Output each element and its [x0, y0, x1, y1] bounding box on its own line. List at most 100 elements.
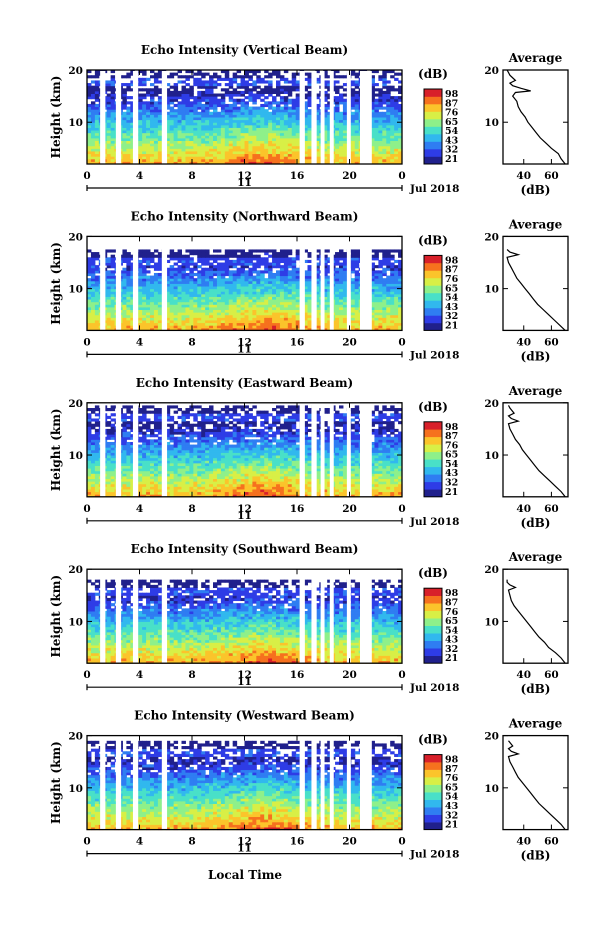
heatmap-cell [157, 145, 163, 149]
heatmap-cell [138, 96, 143, 100]
heatmap-cell [252, 317, 257, 321]
heatmap-cell [315, 119, 320, 123]
heatmap-cell [244, 132, 249, 136]
heatmap-cell [90, 111, 96, 115]
heatmap-cell [260, 77, 265, 81]
heatmap-cell [342, 322, 348, 326]
heatmap-cell [209, 119, 214, 123]
heatmap-cell [165, 153, 171, 157]
heatmap-cell [256, 314, 261, 318]
heatmap-cell [287, 137, 293, 141]
heatmap-cell [153, 77, 159, 81]
heatmap-cell [169, 130, 175, 134]
heatmap-cell [126, 85, 131, 89]
heatmap-cell [224, 161, 230, 165]
heatmap-cell [130, 127, 135, 131]
heatmap-cell [354, 106, 360, 110]
heatmap-cell [90, 109, 96, 113]
heatmap-cell [264, 88, 269, 92]
heatmap-cell [264, 96, 269, 100]
heatmap-cell [327, 145, 332, 149]
heatmap-cell [382, 101, 387, 105]
heatmap-cell [90, 93, 96, 97]
heatmap-cell [264, 257, 269, 261]
heatmap-cell [342, 314, 348, 318]
heatmap-cell [201, 132, 206, 136]
heatmap-cell [291, 85, 297, 89]
heatmap-cell [185, 124, 190, 128]
heatmap-cell [272, 317, 277, 321]
heatmap-cell [295, 143, 301, 147]
heatmap-cell [201, 98, 206, 102]
heatmap-cell [189, 304, 194, 308]
heatmap-cell [287, 80, 293, 84]
heatmap-cell [189, 257, 194, 261]
heatmap-cell [150, 322, 155, 326]
heatmap-cell [354, 119, 360, 123]
heatmap-cell [193, 117, 198, 121]
heatmap-cell [268, 117, 273, 121]
heatmap-cell [291, 77, 297, 81]
heatmap-cell [205, 304, 210, 308]
heatmap-cell [185, 158, 190, 162]
heatmap-cell [157, 72, 163, 76]
x-tick-label: 4 [136, 336, 143, 348]
heatmap-cell [213, 72, 218, 76]
heatmap-cell [350, 130, 356, 134]
heatmap-cell [142, 319, 147, 324]
heatmap-cell [390, 132, 395, 136]
heatmap-cell [122, 304, 127, 308]
heatmap-cell [339, 153, 344, 157]
heatmap-cell [126, 293, 131, 297]
heatmap-cell [279, 145, 285, 149]
heatmap-cell [193, 322, 198, 326]
data-gap [360, 237, 372, 331]
heatmap-cell [307, 148, 312, 152]
heatmap-cell [213, 325, 218, 329]
heatmap-cell [157, 301, 163, 305]
heatmap-cell [335, 114, 340, 118]
heatmap-cell [291, 309, 297, 313]
heatmap-cell [354, 90, 360, 94]
heatmap-cell [201, 249, 206, 253]
heatmap-cell [342, 106, 348, 110]
heatmap-cell [378, 143, 383, 147]
heatmap-cell [295, 106, 301, 110]
x-tick-label: 20 [342, 170, 357, 182]
heatmap-cell [213, 254, 218, 258]
heatmap-cell [283, 148, 289, 152]
heatmap-cell [205, 312, 210, 316]
heatmap-cell [291, 150, 297, 155]
heatmap-cell [342, 325, 348, 329]
heatmap-cell [244, 301, 249, 305]
heatmap-cell [252, 158, 257, 162]
heatmap-cell [295, 93, 301, 97]
heatmap-cell [110, 301, 116, 305]
heatmap-cell [323, 140, 328, 144]
heatmap-cell [256, 312, 261, 316]
heatmap-cell [240, 80, 245, 84]
heatmap-cell [201, 75, 206, 79]
heatmap-cell [268, 306, 273, 311]
heatmap-cell [382, 106, 387, 110]
heatmap-cell [264, 122, 269, 126]
heatmap-cell [339, 111, 344, 115]
heatmap-cell [165, 312, 171, 316]
heatmap-cell [189, 90, 194, 94]
heatmap-cell [224, 124, 230, 128]
heatmap-cell [276, 127, 281, 131]
heatmap-cell [240, 325, 245, 329]
heatmap-cell [177, 140, 182, 144]
heatmap-cell [350, 322, 356, 326]
heatmap-cell [272, 301, 277, 305]
heatmap-cell [398, 322, 403, 326]
heatmap-cell [272, 153, 277, 157]
heatmap-cell [90, 127, 96, 131]
heatmap-cell [153, 262, 159, 266]
heatmap-cell [339, 299, 344, 303]
heatmap-cell [283, 249, 289, 253]
heatmap-cell [209, 85, 214, 89]
heatmap-cell [197, 325, 202, 329]
heatmap-cell [106, 317, 112, 321]
heatmap-cell [169, 140, 175, 144]
